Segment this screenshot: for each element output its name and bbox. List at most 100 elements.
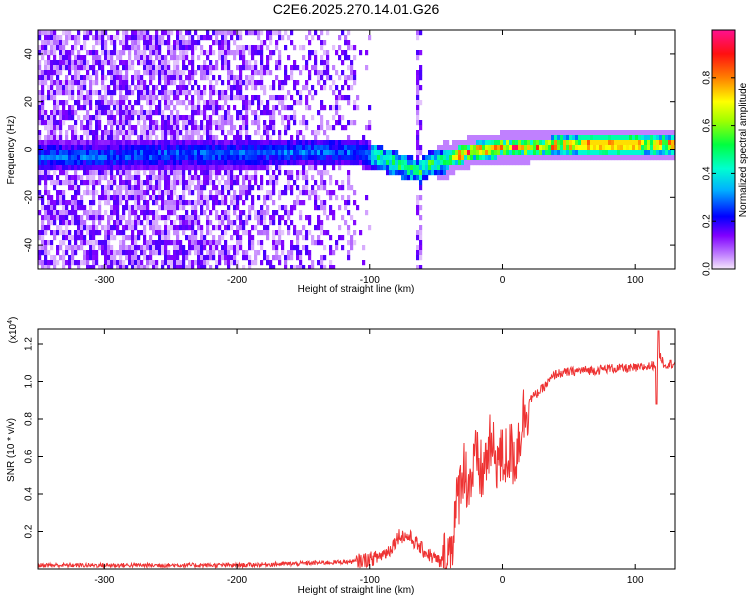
heatmap-cell (146, 265, 150, 269)
heatmap-cell (62, 80, 66, 86)
heatmap-cell (119, 155, 123, 161)
heatmap-cell (125, 220, 129, 226)
heatmap-cell (137, 160, 141, 166)
heatmap-cell (173, 160, 177, 166)
heatmap-cell (290, 155, 294, 161)
heatmap-cell (71, 125, 75, 131)
heatmap-cell (155, 95, 159, 101)
heatmap-cell (659, 130, 663, 136)
heatmap-cell (215, 265, 219, 269)
heatmap-cell (44, 140, 48, 146)
heatmap-cell (206, 100, 210, 106)
heatmap-cell (95, 215, 99, 221)
heatmap-cell (47, 130, 51, 136)
heatmap-cell (257, 115, 261, 121)
heatmap-cell (638, 150, 642, 156)
heatmap-cell (65, 145, 69, 151)
heatmap-cell (203, 85, 207, 91)
heatmap-cell (275, 165, 279, 171)
heatmap-cell (80, 230, 84, 236)
heatmap-cell (530, 140, 534, 146)
heatmap-cell (110, 150, 114, 156)
heatmap-cell (164, 260, 168, 266)
heatmap-cell (233, 75, 237, 81)
heatmap-cell (53, 140, 57, 146)
heatmap-cell (401, 165, 405, 171)
heatmap-cell (101, 100, 105, 106)
heatmap-cell (176, 40, 180, 46)
heatmap-cell (125, 45, 129, 51)
heatmap-cell (251, 155, 255, 161)
heatmap-cell (200, 155, 204, 161)
heatmap-cell (110, 135, 114, 141)
heatmap-cell (107, 155, 111, 161)
heatmap-cell (413, 165, 417, 171)
heatmap-cell (197, 195, 201, 201)
heatmap-cell (554, 145, 558, 151)
heatmap-cell (290, 220, 294, 226)
heatmap-cell (176, 205, 180, 211)
heatmap-cell (68, 115, 72, 121)
heatmap-cell (95, 250, 99, 256)
heatmap-cell (257, 100, 261, 106)
heatmap-cell (260, 215, 264, 221)
heatmap-cell (308, 265, 312, 269)
heatmap-cell (245, 220, 249, 226)
heatmap-cell (266, 235, 270, 241)
heatmap-cell (242, 175, 246, 181)
heatmap-cell (137, 170, 141, 176)
heatmap-cell (206, 205, 210, 211)
heatmap-cell (68, 155, 72, 161)
heatmap-cell (89, 265, 93, 269)
heatmap-cell (263, 125, 267, 131)
heatmap-cell (245, 45, 249, 51)
heatmap-cell (47, 150, 51, 156)
heatmap-cell (233, 255, 237, 261)
heatmap-cell (92, 240, 96, 246)
snr-frame (37, 328, 676, 570)
heatmap-cell (110, 260, 114, 266)
heatmap-cell (41, 200, 45, 206)
heatmap-cell (341, 150, 345, 156)
heatmap-cell (317, 130, 321, 136)
heatmap-cell (350, 85, 354, 91)
heatmap-cell (95, 125, 99, 131)
heatmap-cell (278, 35, 282, 41)
heatmap-cell (62, 50, 66, 56)
heatmap-cell (269, 265, 273, 269)
heatmap-cell (209, 165, 213, 171)
heatmap-cell (581, 135, 585, 141)
heatmap-cell (257, 95, 261, 101)
heatmap-cell (83, 95, 87, 101)
heatmap-cell (197, 265, 201, 269)
heatmap-cell (236, 85, 240, 91)
heatmap-cell (116, 135, 120, 141)
heatmap-cell (155, 145, 159, 151)
heatmap-cell (38, 135, 42, 141)
heatmap-cell (443, 140, 447, 146)
heatmap-cell (272, 200, 276, 206)
heatmap-cell (185, 160, 189, 166)
heatmap-cell (431, 165, 435, 171)
heatmap-cell (80, 260, 84, 266)
heatmap-cell (137, 85, 141, 91)
heatmap-cell (215, 190, 219, 196)
heatmap-cell (185, 250, 189, 256)
heatmap-cell (182, 120, 186, 126)
heatmap-cell (353, 230, 357, 236)
heatmap-cell (197, 155, 201, 161)
heatmap-cell (47, 225, 51, 231)
heatmap-cell (269, 190, 273, 196)
heatmap-cell (296, 265, 300, 269)
heatmap-cell (356, 105, 360, 111)
heatmap-cell (227, 185, 231, 191)
heatmap-cell (128, 135, 132, 141)
heatmap-cell (128, 175, 132, 181)
heatmap-cell (212, 100, 216, 106)
heatmap-cell (89, 145, 93, 151)
heatmap-cell (536, 130, 540, 136)
heatmap-cell (341, 195, 345, 201)
heatmap-cell (173, 185, 177, 191)
heatmap-cell (197, 95, 201, 101)
heatmap-cell (125, 85, 129, 91)
